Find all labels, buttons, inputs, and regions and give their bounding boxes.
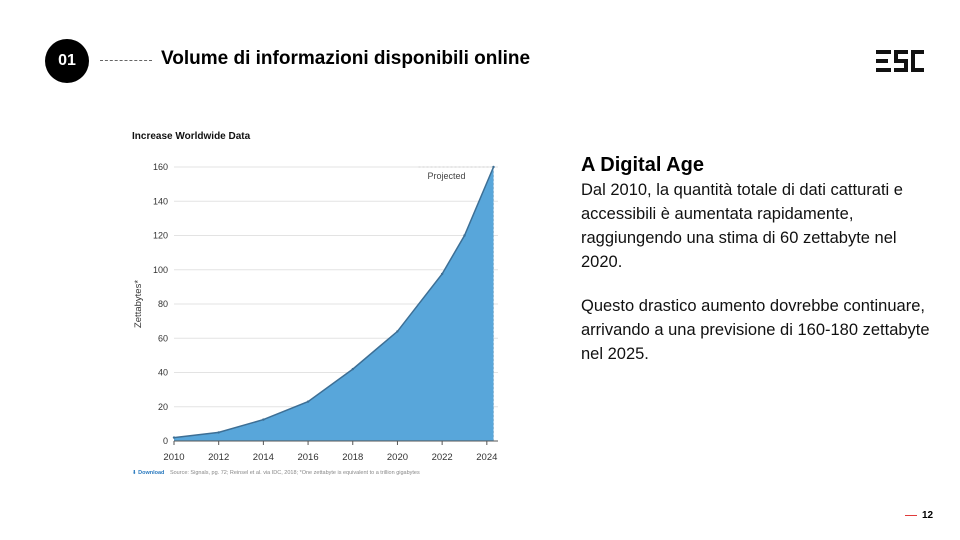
y-tick-label: 120 [153, 231, 168, 241]
source-note: Source: Signals, pg. 72; Reinsel et al. … [169, 470, 420, 476]
y-tick-label: 60 [158, 333, 168, 343]
chart-container: Increase Worldwide Data 0 20 40 60 80 100 120 1… [128, 125, 508, 485]
x-tick-label: 2018 [342, 452, 363, 463]
title-dashed-divider [100, 60, 152, 61]
y-tick-label: 80 [158, 299, 168, 309]
data-point [172, 436, 176, 439]
projected-annotation: Projected [427, 171, 465, 181]
x-tick-label: 2010 [163, 452, 184, 463]
paragraph-2: Questo drastico aumento dovrebbe continu… [581, 297, 930, 363]
section-number-badge: 01 [45, 39, 89, 83]
data-point [492, 165, 495, 169]
y-axis-label: Zettabytes* [133, 280, 144, 328]
paragraph-1: Dal 2010, la quantità totale di dati cat… [581, 181, 903, 271]
x-tick-label: 2020 [387, 452, 408, 463]
y-tick-label: 140 [153, 196, 168, 206]
y-tick-label: 0 [163, 436, 168, 446]
page-number-dash [905, 514, 917, 516]
y-tick-label: 100 [153, 265, 168, 275]
data-point [440, 272, 444, 276]
x-tick-label: 2024 [476, 452, 497, 463]
y-tick-label: 40 [158, 368, 168, 378]
download-link[interactable]: Download [138, 470, 165, 476]
data-point [463, 234, 466, 237]
y-tick-label: 20 [158, 402, 168, 412]
x-tick-label: 2012 [208, 452, 229, 463]
area-chart: 0 20 40 60 80 100 120 140 160 Projected 2010 2012 20… [133, 162, 498, 463]
data-point [217, 431, 220, 434]
section-heading: A Digital Age [581, 154, 704, 176]
download-icon: ⬇ [132, 470, 137, 476]
page-number: 12 [905, 510, 933, 521]
data-point [306, 400, 310, 403]
text-column: A Digital Age Dal 2010, la quantità tota… [581, 152, 931, 366]
x-tick-label: 2014 [253, 452, 274, 463]
x-tick-label: 2016 [297, 452, 318, 463]
x-tick-label: 2022 [432, 452, 453, 463]
y-tick-label: 160 [153, 162, 168, 172]
data-point [396, 330, 399, 333]
chart-footer: ⬇ Download Source: Signals, pg. 72; Rein… [132, 470, 420, 476]
data-point [262, 418, 265, 421]
data-point [351, 367, 354, 371]
esc-logo [876, 50, 924, 77]
chart-title: Increase Worldwide Data [132, 131, 251, 142]
slide-title: Volume di informazioni disponibili onlin… [161, 48, 531, 69]
data-area [174, 167, 494, 441]
